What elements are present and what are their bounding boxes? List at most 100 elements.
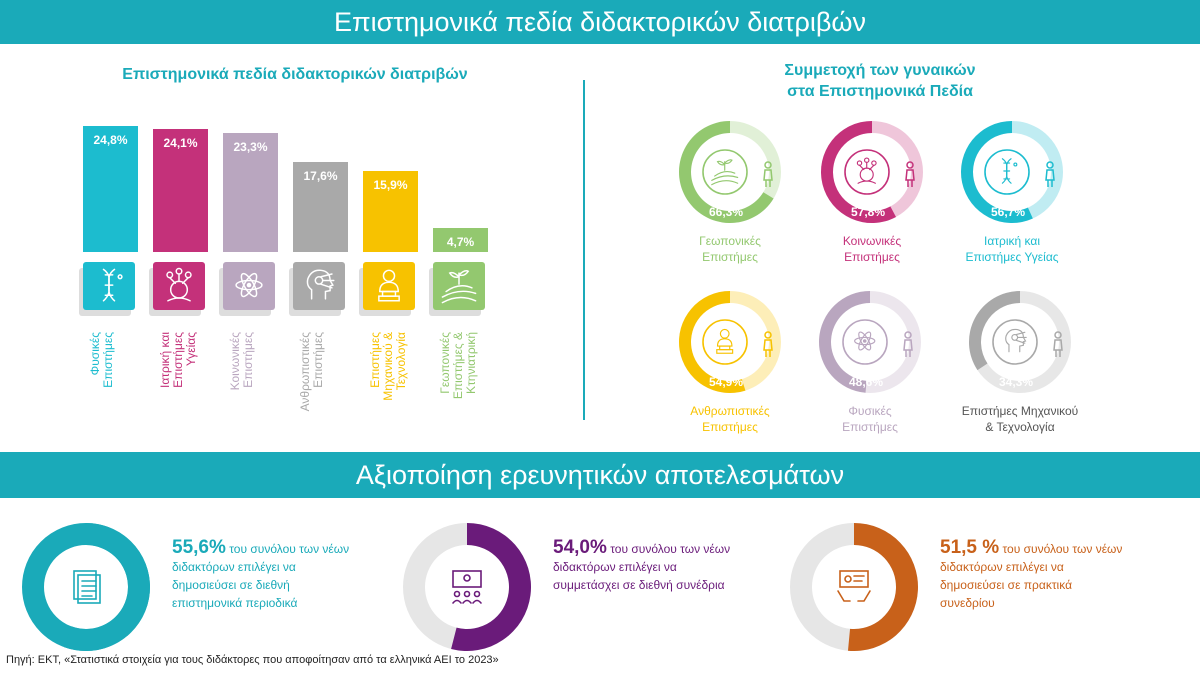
bar-value-label: 24,8% — [93, 132, 128, 147]
women-label-line: Επιστήμες — [844, 250, 900, 264]
donut-value: 34,3% — [999, 375, 1033, 389]
bar-value-label: 17,6% — [303, 169, 338, 184]
stat-line: διδακτόρων επιλέγει να — [553, 560, 677, 574]
women-share-donut: 57,8% — [820, 120, 924, 224]
stat-line: συνεδρίου — [940, 596, 995, 610]
bust-statue-icon — [363, 262, 415, 310]
divider — [583, 80, 585, 420]
stat-line: επιστημονικά περιοδικά — [172, 596, 298, 610]
result-donut — [790, 523, 918, 651]
bust-statue-icon — [716, 328, 734, 354]
donut-arc — [821, 121, 897, 223]
bar — [293, 162, 348, 252]
bar-value-label: 15,9% — [373, 177, 408, 192]
women-label-line: Φυσικές — [848, 404, 892, 418]
stat-percentage: 51,5 % — [940, 537, 1000, 558]
donut-inner-ring — [702, 319, 748, 365]
women-share-donut: 48,6% — [818, 290, 922, 394]
donut-value: 57,8% — [851, 205, 885, 219]
women-share-donut: 56,7% — [960, 120, 1064, 224]
head-gears-icon — [1005, 328, 1027, 353]
woman-icon — [763, 161, 773, 187]
dna-icon — [83, 262, 135, 310]
donut-arc — [847, 523, 918, 651]
stat-line: δημοσιεύσει σε πρακτικά — [940, 578, 1073, 592]
bar-value-label: 4,7% — [446, 235, 475, 250]
bar-category-label: Κοινωνικές Επιστήμες — [228, 332, 299, 442]
category-label-line: Επιστήμες — [241, 332, 255, 388]
bar-category-label: Φυσικές Επιστήμες — [88, 332, 159, 442]
women-label-line: Επιστήμες Υγείας — [965, 250, 1059, 264]
women-label-line: & Τεχνολογία — [985, 420, 1055, 434]
stat-line: συμμετάσχει σε διεθνή συνέδρια — [553, 578, 725, 592]
donut-arc — [679, 291, 746, 393]
presentation-icon — [837, 570, 871, 602]
women-label-line: Επιστήμες — [842, 420, 898, 434]
bar-chart-title: Επιστημονικά πεδία διδακτορικών διατριβώ… — [122, 66, 468, 83]
women-label-line: Επιστήμες — [702, 250, 758, 264]
women-title-line: Συμμετοχή των γυναικών — [784, 62, 976, 79]
donut-arc — [63, 523, 151, 651]
stat-text-first: του συνόλου των νέων — [606, 542, 731, 556]
woman-icon — [905, 161, 915, 187]
bar — [83, 125, 138, 252]
bar-category-label: Επιστήμες Μηχανικού & Τεχνολογία — [368, 332, 439, 442]
middle-band-title: Αξιοποίηση ερευνητικών αποτελεσμάτων — [355, 460, 845, 490]
women-label-line: Ανθρωπιστικές — [690, 404, 770, 418]
result-stat-text: 54,0% του συνόλου των νέων διδακτόρων επι… — [553, 537, 773, 594]
stat-percentage: 54,0% — [553, 537, 607, 558]
network-people-icon — [153, 262, 205, 310]
bar — [433, 228, 488, 252]
women-label-line: Γεωπονικές — [699, 234, 761, 248]
conference-icon — [452, 570, 482, 604]
head-gears-icon — [293, 262, 345, 310]
bar-value-label: 24,1% — [163, 136, 198, 151]
donut-inner-ring — [984, 149, 1030, 195]
woman-icon — [1053, 331, 1063, 357]
dna-icon — [1001, 158, 1018, 184]
documents-icon — [73, 570, 101, 604]
bar-value-label: 23,3% — [233, 140, 268, 155]
stat-line: δημοσιεύσει σε διεθνή — [172, 578, 290, 592]
stat-line: διδακτόρων επιλέγει να — [172, 560, 296, 574]
result-donut — [22, 523, 151, 651]
women-share-donut: 54,9% — [678, 290, 782, 394]
bar-category-label: Ιατρική και Επιστήμες Υγείας — [158, 332, 229, 442]
donut-arc — [819, 291, 870, 393]
bar — [153, 129, 208, 252]
network-people-icon — [856, 157, 877, 184]
donut-value: 66,3% — [709, 205, 743, 219]
category-label-line: Υγείας — [184, 332, 198, 367]
stat-line: 51,5 % του συνόλου των νέων — [940, 537, 1160, 558]
category-label-line: Κτηνιατρική — [464, 332, 478, 394]
women-category-label: Κοινωνικές Επιστήμες — [792, 233, 952, 265]
field-plant-icon — [433, 262, 485, 310]
stat-text-first: του συνόλου των νέων — [999, 542, 1123, 556]
stat-line: 55,6% του συνόλου των νέων — [172, 538, 392, 558]
women-label-line: Κοινωνικές — [842, 234, 902, 248]
donut-inner-ring — [842, 319, 888, 365]
women-chart-title: Συμμετοχή των γυναικών στα Επιστημονικά … — [700, 60, 1060, 102]
result-stat-text: 55,6% του συνόλου των νέων διδακτόρων επι… — [172, 538, 392, 612]
atom-icon — [854, 331, 876, 351]
category-label-line: Επιστήμες — [311, 332, 325, 388]
donut-arc — [969, 291, 1020, 371]
bar-category-label: Γεωπονικές Επιστήμες & Κτηνιατρική — [438, 332, 509, 442]
result-donut — [403, 523, 531, 651]
category-label-line: Τεχνολογία — [394, 332, 408, 391]
donut-value: 54,9% — [709, 375, 743, 389]
women-label-line: Ιατρική και — [984, 234, 1040, 248]
donut-arc — [961, 121, 1033, 223]
middle-band: Αξιοποίηση ερευνητικών αποτελεσμάτων — [0, 452, 1200, 498]
women-category-label: Γεωπονικές Επιστήμες — [650, 233, 810, 265]
woman-icon — [1045, 161, 1055, 187]
bar — [363, 170, 418, 252]
donut-inner-ring — [992, 319, 1038, 365]
stat-text-first: του συνόλου των νέων — [225, 542, 350, 556]
women-label-line: Επιστήμες — [702, 420, 758, 434]
bar — [223, 133, 278, 252]
women-category-label: Ανθρωπιστικές Επιστήμες — [650, 403, 810, 435]
women-share-donut: 34,3% — [968, 290, 1072, 394]
category-label-line: Επιστήμες — [101, 332, 115, 388]
donut-arc — [451, 523, 531, 651]
